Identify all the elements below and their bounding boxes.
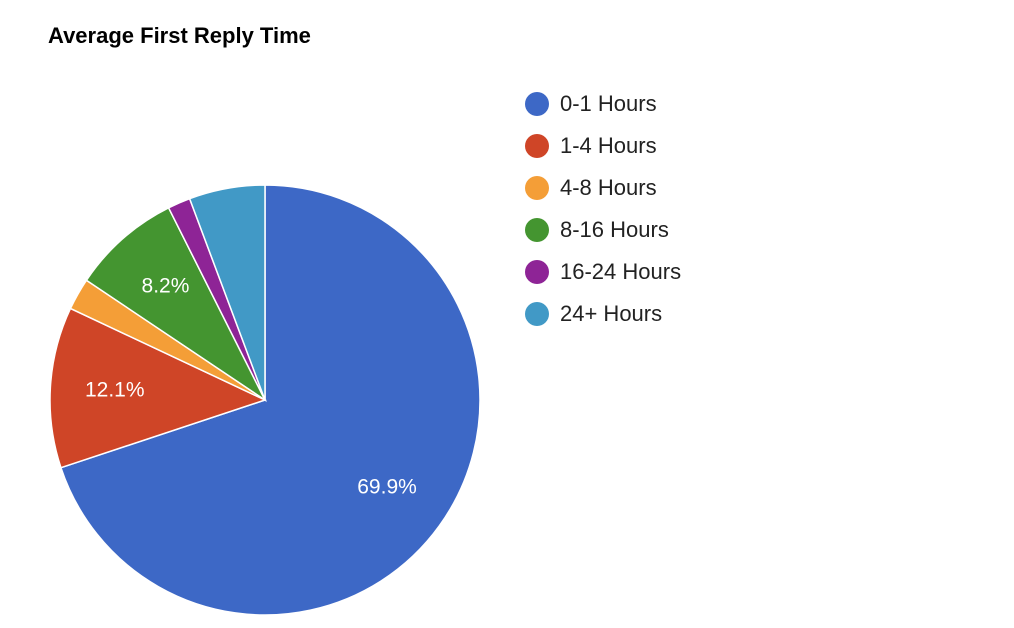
pie-slice: [59, 184, 481, 616]
legend-label: 8-16 Hours: [560, 217, 669, 242]
legend-label: 24+ Hours: [560, 301, 662, 326]
legend-swatch: [525, 218, 549, 242]
legend-label: 16-24 Hours: [560, 259, 681, 284]
slice-label: 12.1%: [85, 379, 145, 402]
legend-label: 4-8 Hours: [560, 175, 657, 200]
legend-swatch: [525, 176, 549, 200]
slice-label: 8.2%: [142, 275, 190, 298]
legend-swatch: [525, 134, 549, 158]
legend-label: 0-1 Hours: [560, 91, 657, 116]
slice-label: 69.9%: [357, 476, 417, 499]
legend-label: 1-4 Hours: [560, 133, 657, 158]
chart-title: Average First Reply Time: [48, 23, 311, 48]
legend-swatch: [525, 260, 549, 284]
legend-swatch: [525, 302, 549, 326]
legend-swatch: [525, 92, 549, 116]
pie-slice: [49, 307, 268, 469]
pie-slice: [85, 206, 267, 403]
pie-slice: [188, 184, 266, 401]
